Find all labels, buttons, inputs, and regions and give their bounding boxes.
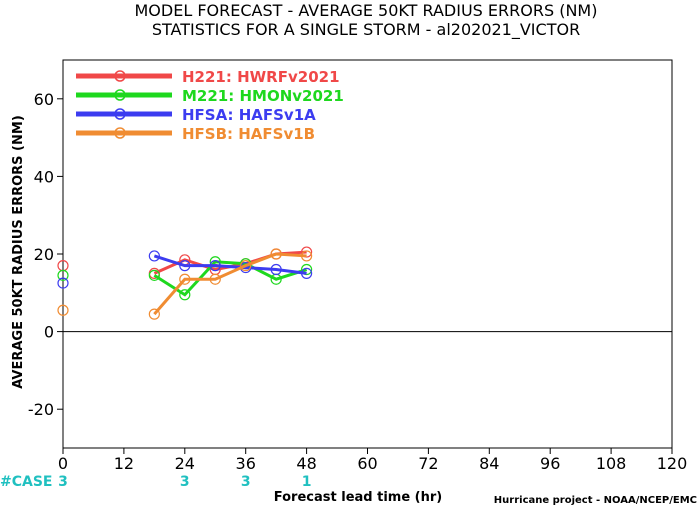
y-tick-label: 40 xyxy=(34,167,54,186)
x-tick-label: 0 xyxy=(58,454,68,473)
x-tick-label: 108 xyxy=(596,454,627,473)
plot-area xyxy=(62,59,673,449)
data-point xyxy=(179,289,191,301)
x-tick-label: 48 xyxy=(296,454,316,473)
data-point xyxy=(148,250,160,262)
credit-text: Hurricane project - NOAA/NCEP/EMC xyxy=(494,495,697,506)
x-tick-label: 60 xyxy=(357,454,377,473)
y-tick-label: 20 xyxy=(34,245,54,264)
data-point xyxy=(57,277,69,289)
case-label: #CASE xyxy=(0,474,53,490)
legend-swatch-marker xyxy=(114,70,126,82)
y-tick-label: 60 xyxy=(34,90,54,109)
data-point xyxy=(57,304,69,316)
legend-entry: M221: HMONv2021 xyxy=(76,87,344,105)
x-tick-label: 120 xyxy=(657,454,688,473)
data-point xyxy=(209,273,221,285)
legend-entry: HFSB: HAFSv1B xyxy=(76,125,315,143)
legend-label: HFSB: HAFSv1B xyxy=(182,125,315,143)
data-point xyxy=(209,260,221,272)
data-point xyxy=(301,263,313,276)
y-axis-label: AVERAGE 50KT RADIUS ERRORS (NM) xyxy=(11,115,26,389)
data-point xyxy=(240,260,252,272)
data-point xyxy=(270,263,282,276)
data-point xyxy=(57,269,69,281)
data-point xyxy=(179,273,191,285)
legend-label: H221: HWRFv2021 xyxy=(182,68,340,86)
data-point xyxy=(301,250,313,262)
legend-label: M221: HMONv2021 xyxy=(182,87,344,105)
data-point xyxy=(179,260,191,272)
x-tick-label: 84 xyxy=(479,454,499,473)
series-layer xyxy=(57,246,313,320)
case-count: 3 xyxy=(241,474,251,490)
x-tick-label: 72 xyxy=(418,454,438,473)
data-point xyxy=(270,248,282,260)
legend-swatch-marker xyxy=(114,108,126,120)
series-group xyxy=(57,248,313,320)
data-point xyxy=(301,267,313,279)
data-point xyxy=(301,246,313,258)
plot-frame xyxy=(62,59,673,449)
x-tick-label: 96 xyxy=(540,454,560,473)
case-counts: #CASE 3 3 3 1 xyxy=(0,474,311,490)
case-count: 3 xyxy=(58,474,68,490)
legend-entry: HFSA: HAFSv1A xyxy=(76,106,316,124)
series-line xyxy=(153,254,307,275)
chart-title: MODEL FORECAST - AVERAGE 50KT RADIUS ERR… xyxy=(135,1,598,20)
legend-entry: H221: HWRFv2021 xyxy=(76,68,340,86)
axes: 0 12 24 36 48 60 72 84 96 108 120 -20 0 20 40 60 xyxy=(28,90,687,473)
x-tick-label: 12 xyxy=(114,454,134,473)
case-count: 3 xyxy=(180,474,190,490)
y-tick-label: -20 xyxy=(28,400,54,419)
chart-subtitle: STATISTICS FOR A SINGLE STORM - al202021… xyxy=(152,20,580,40)
y-tick-label: 0 xyxy=(44,323,54,342)
legend-swatch-marker xyxy=(114,89,126,101)
x-tick-label: 24 xyxy=(175,454,195,473)
data-point xyxy=(148,269,160,281)
x-tick-label: 36 xyxy=(236,454,256,473)
legend-label: HFSA: HAFSv1A xyxy=(182,106,316,124)
case-count: 1 xyxy=(302,474,312,490)
legend-swatch-marker xyxy=(114,127,126,139)
x-axis-label: Forecast lead time (hr) xyxy=(274,490,442,505)
series-group xyxy=(57,250,313,289)
data-point xyxy=(148,308,160,320)
